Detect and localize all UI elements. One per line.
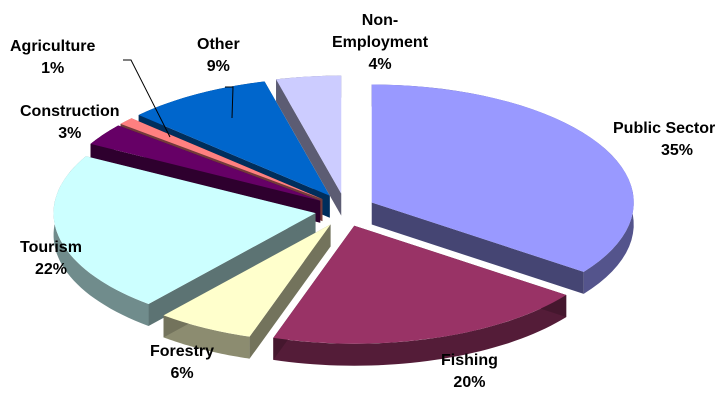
label-other-name: Other [197, 36, 240, 53]
slice-edge-forestry-0 [249, 224, 331, 359]
slice-public-sector [371, 84, 634, 272]
label-tourism-name: Tourism [20, 239, 82, 256]
leader-agriculture [123, 59, 171, 138]
label-construction-pct: 3% [58, 125, 82, 142]
label-fishing: Fishing 20% [441, 350, 498, 394]
leader-other [225, 86, 234, 119]
label-fishing-pct: 20% [453, 374, 486, 391]
slice-tourism [53, 156, 316, 305]
label-tourism: Tourism 22% [20, 237, 82, 281]
slice-construction [90, 125, 321, 201]
label-fishing-name: Fishing [441, 352, 498, 369]
label-construction-name: Construction [20, 103, 120, 120]
slice-side-tourism [53, 156, 149, 326]
label-non-employment-pct: 4% [368, 56, 392, 73]
slice-agriculture [120, 118, 323, 200]
slice-side-forestry [163, 315, 250, 359]
slice-edge-public-sector-1 [371, 202, 584, 294]
label-agriculture-pct: 1% [41, 60, 65, 77]
label-non-employment-name-2: Employment [332, 34, 429, 51]
slice-edge-tourism-0 [148, 213, 316, 327]
label-forestry-name: Forestry [150, 343, 215, 360]
label-forestry-pct: 6% [170, 365, 194, 382]
label-public-sector-pct: 35% [661, 142, 694, 159]
slice-side-fishing [273, 295, 567, 366]
slice-edge-non-employment-0 [276, 79, 342, 216]
label-construction: Construction 3% [20, 101, 120, 145]
label-public-sector-name: Public Sector [613, 120, 716, 137]
slice-other [138, 81, 330, 196]
label-non-employment: Non- Employment 4% [332, 10, 428, 76]
label-public-sector: Public Sector 35% [613, 118, 715, 162]
label-agriculture: Agriculture 1% [10, 36, 95, 80]
label-tourism-pct: 22% [34, 261, 67, 278]
slice-fishing [273, 225, 567, 344]
label-other: Other 9% [197, 34, 240, 78]
label-non-employment-name-1: Non- [361, 12, 399, 29]
label-forestry: Forestry 6% [150, 341, 214, 385]
label-other-pct: 9% [206, 58, 230, 75]
slice-forestry [163, 224, 331, 337]
slice-non-employment [276, 75, 342, 194]
label-agriculture-name: Agriculture [10, 38, 96, 55]
